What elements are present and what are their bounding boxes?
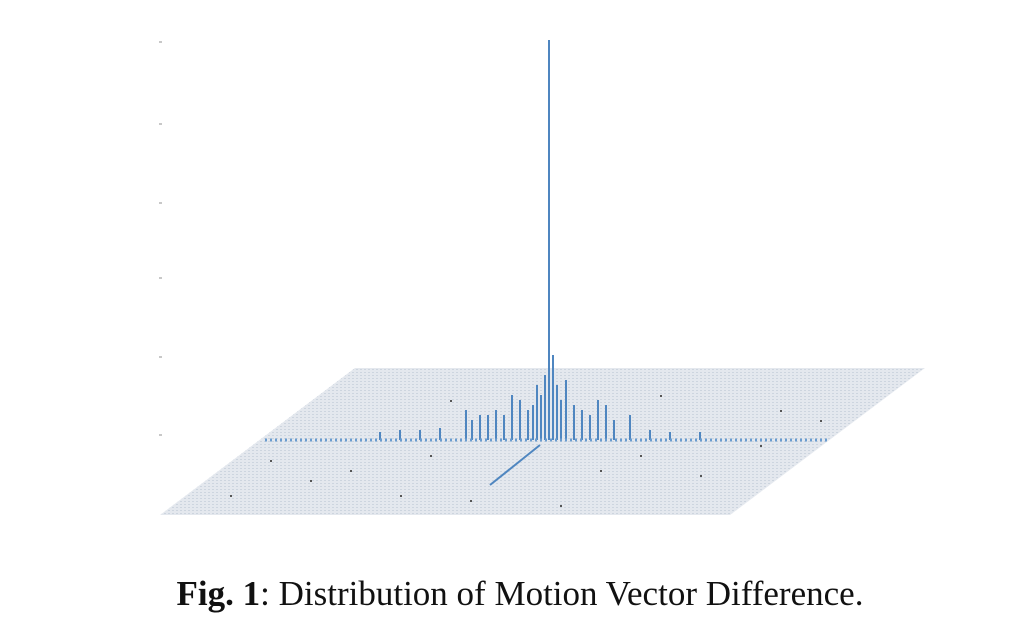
base-plane xyxy=(160,368,925,515)
caption-label: Fig. 1 xyxy=(176,574,261,613)
axis-ticks xyxy=(159,41,162,436)
caption-text: : Distribution of Motion Vector Differen… xyxy=(260,574,864,613)
figure-plot xyxy=(159,40,925,515)
figure-caption: Fig. 1: Distribution of Motion Vector Di… xyxy=(0,574,1024,614)
scatter-dots xyxy=(230,395,822,507)
